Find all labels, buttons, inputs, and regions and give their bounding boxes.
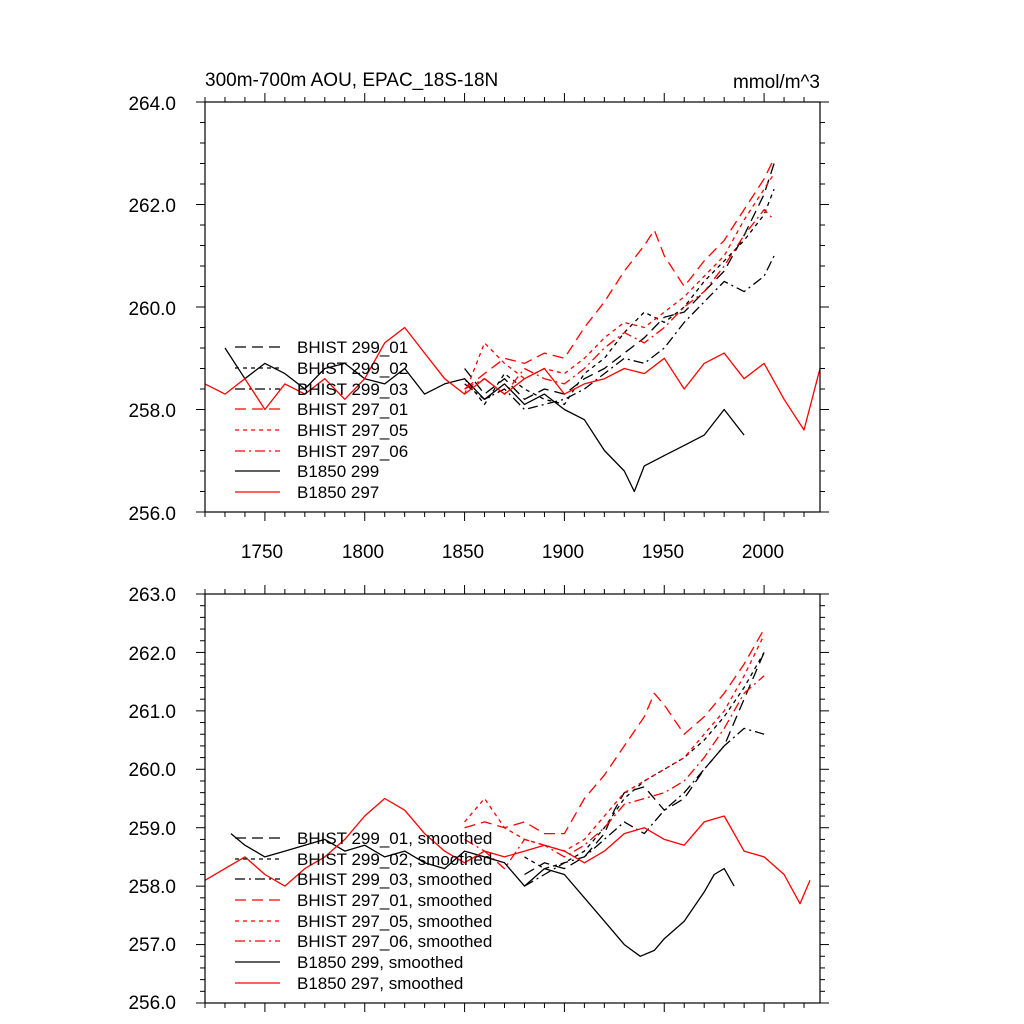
bottom-series-bhist-297-05-smoothed <box>464 634 765 852</box>
bottom-series-b1850-299-smoothed <box>230 833 735 957</box>
bottom-legend-label-0: BHIST 299_01, smoothed <box>297 829 492 848</box>
top-chart-units: mmol/m^3 <box>733 72 820 93</box>
top-legend-label-7: B1850 297 <box>297 483 379 502</box>
bottom-y-label-259: 259.0 <box>128 819 176 840</box>
bottom-legend-label-5: BHIST 297_06, smoothed <box>297 932 492 951</box>
top-x-label-1800: 1800 <box>342 542 384 563</box>
top-y-label-264: 264.0 <box>128 94 176 115</box>
bottom-y-label-263: 263.0 <box>128 585 176 606</box>
bottom-series-b1850-297-smoothed <box>204 797 811 905</box>
top-panel: 300m-700m AOU, EPAC_18S-18N mmol/m^3 256… <box>128 70 829 563</box>
top-series-bhist-297-01 <box>464 158 775 390</box>
bottom-legend-label-1: BHIST 299_02, smoothed <box>297 850 492 869</box>
bottom-panel: 256.0 257.0 258.0 259.0 260.0 261.0 262.… <box>128 585 829 1014</box>
top-series-bhist-297-06 <box>464 208 775 395</box>
top-series-b1850-299 <box>224 347 745 493</box>
top-x-label-1750: 1750 <box>241 542 283 563</box>
top-legend-label-1: BHIST 299_02 <box>297 359 408 378</box>
top-x-label-1950: 1950 <box>642 542 684 563</box>
top-series-bhist-299-02 <box>464 188 775 406</box>
top-x-tick-labels: 1750 1800 1850 1900 1950 2000 <box>241 542 784 563</box>
bottom-y-label-256: 256.0 <box>128 993 176 1014</box>
top-series-bhist-299-03 <box>464 255 775 411</box>
bottom-ticks-layer <box>196 585 829 1012</box>
bottom-y-label-262: 262.0 <box>128 644 176 665</box>
top-ticks-layer <box>196 93 829 521</box>
bottom-series-bhist-297-01-smoothed <box>464 628 765 835</box>
bottom-legend: BHIST 299_01, smoothed BHIST 299_02, smo… <box>235 829 492 993</box>
top-y-label-262: 262.0 <box>128 196 176 217</box>
bottom-legend-label-3: BHIST 297_01, smoothed <box>297 891 492 910</box>
top-plot-frame <box>204 101 821 513</box>
top-legend-label-6: B1850 299 <box>297 462 379 481</box>
top-series-layer <box>204 158 821 493</box>
top-legend-label-5: BHIST 297_06 <box>297 442 408 461</box>
bottom-y-tick-labels: 256.0 257.0 258.0 259.0 260.0 261.0 262.… <box>128 585 176 1014</box>
top-legend: BHIST 299_01 BHIST 299_02 BHIST 299_03 B… <box>235 338 408 502</box>
top-x-label-2000: 2000 <box>742 542 784 563</box>
bottom-series-bhist-299-01-smoothed <box>524 652 765 876</box>
top-y-tick-labels: 256.0 258.0 260.0 262.0 264.0 <box>128 94 176 525</box>
top-chart-title: 300m-700m AOU, EPAC_18S-18N <box>205 70 498 91</box>
top-legend-label-3: BHIST 297_01 <box>297 400 408 419</box>
bottom-y-label-261: 261.0 <box>128 702 176 723</box>
top-legend-label-2: BHIST 299_03 <box>297 380 408 399</box>
top-x-label-1900: 1900 <box>542 542 584 563</box>
bottom-series-bhist-299-03-smoothed <box>524 727 765 887</box>
top-x-label-1850: 1850 <box>442 542 484 563</box>
bottom-y-label-258: 258.0 <box>128 877 176 898</box>
bottom-series-bhist-299-02-smoothed <box>524 652 765 870</box>
bottom-legend-label-2: BHIST 299_03, smoothed <box>297 870 492 889</box>
top-series-b1850-297 <box>204 326 821 431</box>
bottom-y-label-260: 260.0 <box>128 760 176 781</box>
bottom-series-layer <box>204 628 811 957</box>
top-series-bhist-299-01 <box>464 163 775 400</box>
top-legend-label-4: BHIST 297_05 <box>297 421 408 440</box>
top-y-label-260: 260.0 <box>128 299 176 320</box>
top-series-bhist-297-05 <box>463 173 775 395</box>
bottom-series-bhist-297-06-smoothed <box>464 675 765 870</box>
top-y-label-258: 258.0 <box>128 401 176 422</box>
bottom-legend-label-6: B1850 299, smoothed <box>297 953 463 972</box>
top-legend-label-0: BHIST 299_01 <box>297 338 408 357</box>
bottom-y-label-257: 257.0 <box>128 935 176 956</box>
bottom-legend-label-7: B1850 297, smoothed <box>297 974 463 993</box>
bottom-legend-label-4: BHIST 297_05, smoothed <box>297 912 492 931</box>
top-y-label-256: 256.0 <box>128 504 176 525</box>
bottom-plot-frame <box>204 593 821 1004</box>
